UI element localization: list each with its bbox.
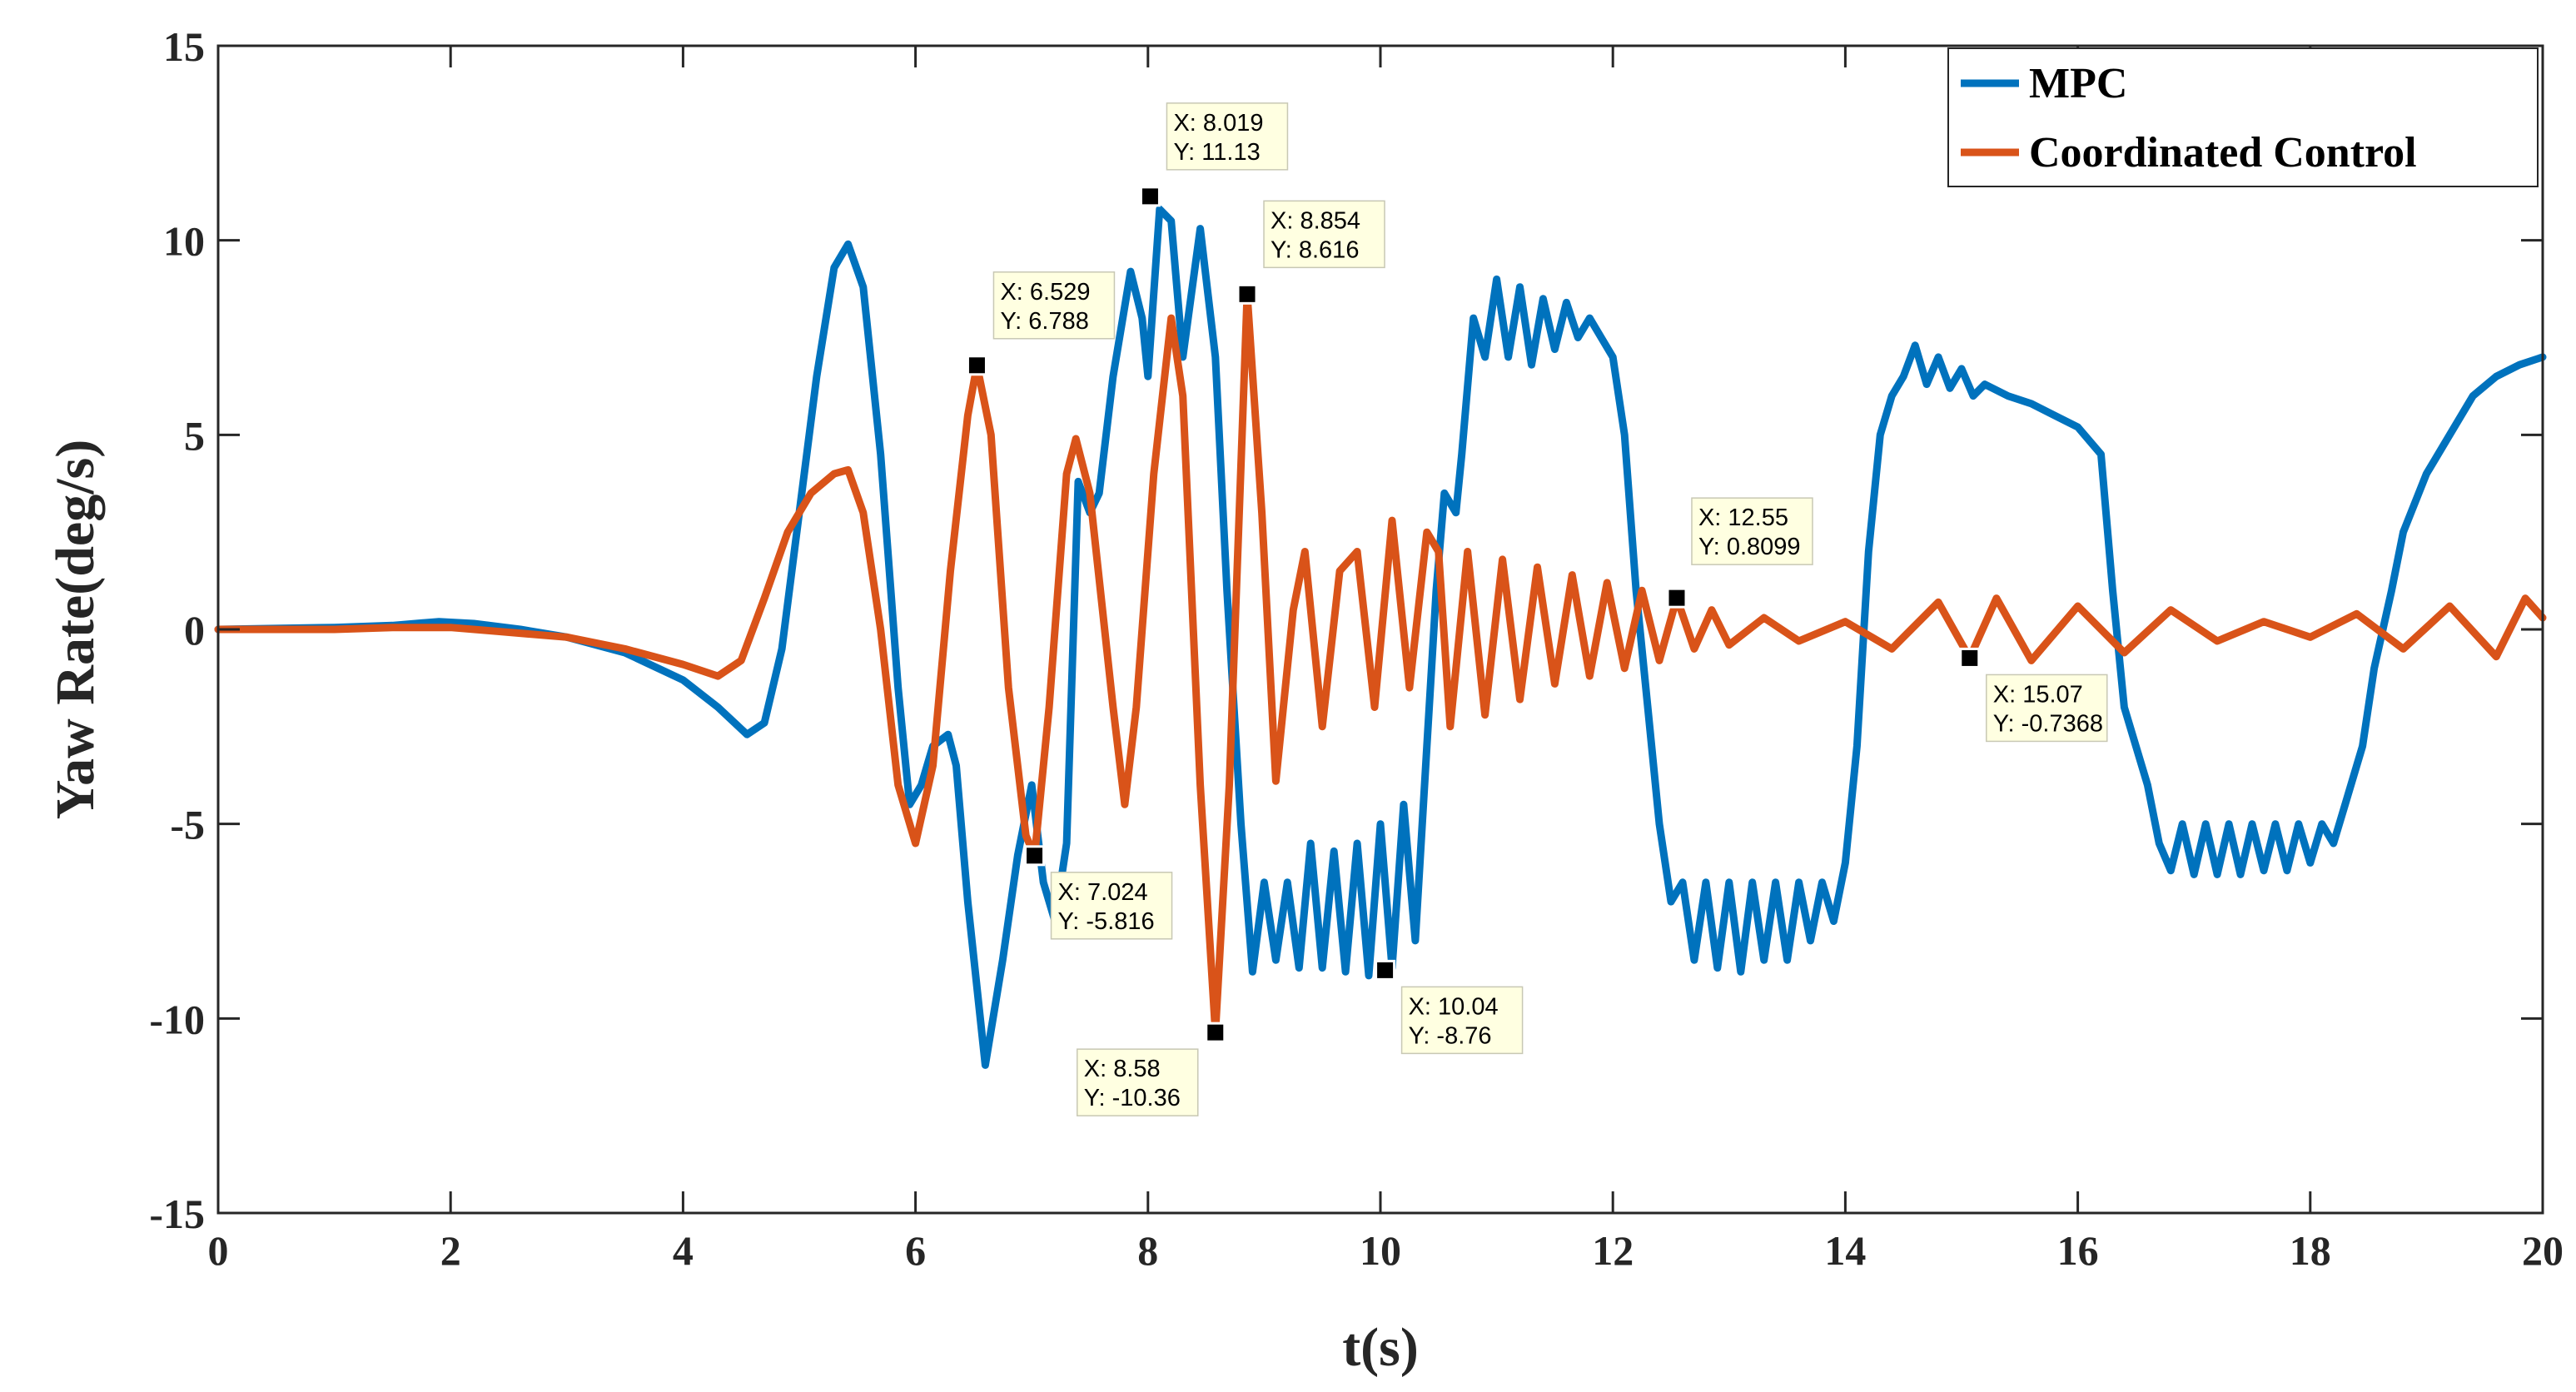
y-tick-label: -5 — [170, 802, 205, 848]
datatip-y-label: Y: -0.7368 — [1993, 710, 2103, 737]
datatip-x-label: X: 8.58 — [1084, 1056, 1161, 1082]
x-tick-label: 6 — [905, 1227, 926, 1274]
legend-box — [1947, 47, 2539, 187]
datatip-y-label: Y: 11.13 — [1173, 139, 1260, 166]
datatip-box — [992, 271, 1116, 340]
datatip-marker[interactable] — [1236, 283, 1258, 305]
x-tick-label: 16 — [2057, 1227, 2099, 1274]
series-line-mpc — [214, 205, 2547, 1069]
datatip-box — [1986, 674, 2108, 743]
x-tick-label: 4 — [673, 1227, 694, 1274]
x-tick-label: 14 — [1824, 1227, 1866, 1274]
legend-label-coordinated-control: Coordinated Control — [2029, 129, 2417, 176]
datatip-y-label: Y: 0.8099 — [1698, 534, 1801, 560]
datatip-y-label: Y: 6.788 — [1000, 308, 1088, 335]
series-line-coordinated-control — [214, 290, 2547, 1037]
y-axis-title: Yaw Rate(deg/s) — [45, 440, 106, 819]
datatip-y-label: Y: 8.616 — [1271, 236, 1359, 263]
y-tick-label: 10 — [163, 218, 205, 265]
legend-label-mpc: MPC — [2029, 60, 2127, 107]
y-tick-label: -15 — [149, 1191, 205, 1237]
datatip-x-label: X: 8.854 — [1271, 207, 1360, 234]
datatip-x-label: X: 6.529 — [1000, 279, 1090, 306]
x-axis-title: t(s) — [1342, 1317, 1419, 1378]
legend: MPC Coordinated Control — [1947, 47, 2539, 187]
datatip-box — [1166, 102, 1289, 171]
datatip[interactable]: X: 15.07Y: -0.7368 — [1959, 647, 2108, 743]
x-tick-label: 20 — [2522, 1227, 2564, 1274]
datatip[interactable]: X: 8.58 Y: -10.36 — [1077, 1022, 1226, 1116]
datatip-box — [1077, 1048, 1199, 1116]
datatip-marker[interactable] — [1024, 845, 1046, 867]
datatip-x-label: X: 15.07 — [1993, 681, 2083, 708]
datatip-box — [1691, 497, 1813, 565]
datatip-y-label: Y: -5.816 — [1058, 908, 1155, 935]
datatip-x-label: X: 8.019 — [1173, 110, 1263, 137]
datatip[interactable]: X: 10.04Y: -8.76 — [1375, 959, 1524, 1055]
datatip-y-label: Y: -10.36 — [1084, 1085, 1181, 1111]
datatip-box — [1263, 200, 1385, 269]
datatip[interactable]: X: 12.55 Y: 0.8099 — [1666, 497, 1813, 609]
y-tick-label: -10 — [149, 996, 205, 1042]
y-tick-label: 0 — [184, 607, 205, 654]
x-tick-label: 0 — [208, 1227, 229, 1274]
datatip-x-label: X: 12.55 — [1698, 505, 1788, 531]
datatip-x-label: X: 7.024 — [1058, 879, 1148, 906]
datatip-marker[interactable] — [1666, 587, 1688, 609]
x-tick-label: 2 — [440, 1227, 461, 1274]
x-tick-label: 18 — [2290, 1227, 2331, 1274]
datatip-box — [1400, 986, 1524, 1055]
y-tick-label: 5 — [184, 412, 205, 459]
x-tick-label: 8 — [1137, 1227, 1158, 1274]
series-layer — [214, 205, 2547, 1069]
datatip-marker[interactable] — [1139, 186, 1161, 207]
datatip-y-label: Y: -8.76 — [1409, 1022, 1492, 1049]
datatip-marker[interactable] — [1205, 1022, 1226, 1043]
datatip-marker[interactable] — [1375, 959, 1396, 981]
y-tick-label: 15 — [163, 23, 205, 70]
datatip-x-label: X: 10.04 — [1409, 993, 1499, 1020]
x-tick-label: 12 — [1592, 1227, 1634, 1274]
datatip-marker[interactable] — [1959, 647, 1981, 669]
axis-layer: 0 2 4 6 8 10 12 14 16 18 20 -15 -10 -5 0 5 10 15 — [149, 23, 2564, 1274]
datatip-marker[interactable] — [966, 355, 987, 376]
datatip-box — [1050, 872, 1173, 940]
x-tick-label: 10 — [1360, 1227, 1401, 1274]
